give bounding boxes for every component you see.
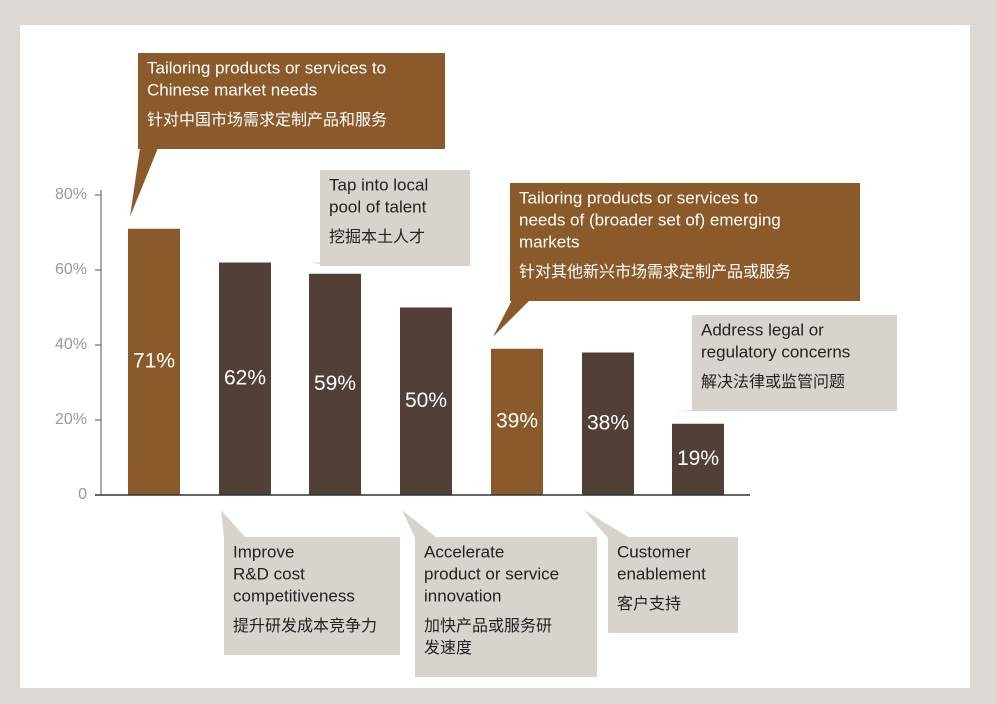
callout-text-zh: 加快产品或服务研 [424,617,552,635]
bar [400,307,452,495]
callout-text: Chinese market needs [147,80,317,99]
callout-box [320,170,470,266]
callout-text: Accelerate [424,542,504,561]
callout-text: pool of talent [329,197,427,216]
y-tick-label: 20% [55,411,87,428]
callout-text-zh: 挖掘本土人才 [329,228,425,246]
callout-pointer [130,148,158,217]
y-tick-label: 40% [55,336,87,353]
callout-text: innovation [424,586,502,605]
bar [582,352,634,495]
value-label: 59% [314,372,356,395]
callout-text: Tailoring products or services to [147,58,386,77]
bar [672,423,724,495]
value-label: 38% [587,411,629,434]
callout-box [692,315,897,411]
y-tick-label: 80% [55,186,87,203]
value-label: 62% [224,366,266,389]
callout-text-zh: 客户支持 [617,595,681,613]
callout-text: Address legal or [701,320,824,339]
callout-box [510,183,860,301]
value-label: 71% [133,349,175,372]
bar [309,273,361,495]
callout-text: Tap into local [329,175,428,194]
y-tick-label: 0 [78,486,87,503]
callout-pointer [402,510,437,538]
callout-text: competitiveness [233,586,355,605]
callout-text-zh: 提升研发成本竞争力 [233,617,377,635]
callout-pointer [493,300,530,337]
callout-box [415,537,597,677]
callout-text: R&D cost [233,564,305,583]
callout-box [608,537,738,633]
callout-box [138,53,445,149]
callout-text: Tailoring products or services to [519,188,758,207]
value-label: 39% [496,409,538,432]
callout-text: markets [519,232,579,251]
value-label: 19% [677,447,719,470]
y-tick-label: 60% [55,261,87,278]
callout-text-zh: 解决法律或监管问题 [701,373,845,391]
callout-text-zh: 发速度 [424,639,472,657]
callout-text-zh: 针对中国市场需求定制产品和服务 [147,111,387,129]
bar [128,228,180,495]
bar [491,348,543,495]
callout-text: product or service [424,564,559,583]
bar [219,262,271,495]
callout-text: enablement [617,564,706,583]
callout-box [224,537,400,655]
callout-pointer [221,510,246,538]
callout-text-zh: 针对其他新兴市场需求定制产品或服务 [519,263,791,281]
callout-text: Improve [233,542,294,561]
callout-text: Customer [617,542,691,561]
callout-text: needs of (broader set of) emerging [519,210,781,229]
callout-pointer [584,510,630,538]
value-label: 50% [405,389,447,412]
callout-text: regulatory concerns [701,342,850,361]
